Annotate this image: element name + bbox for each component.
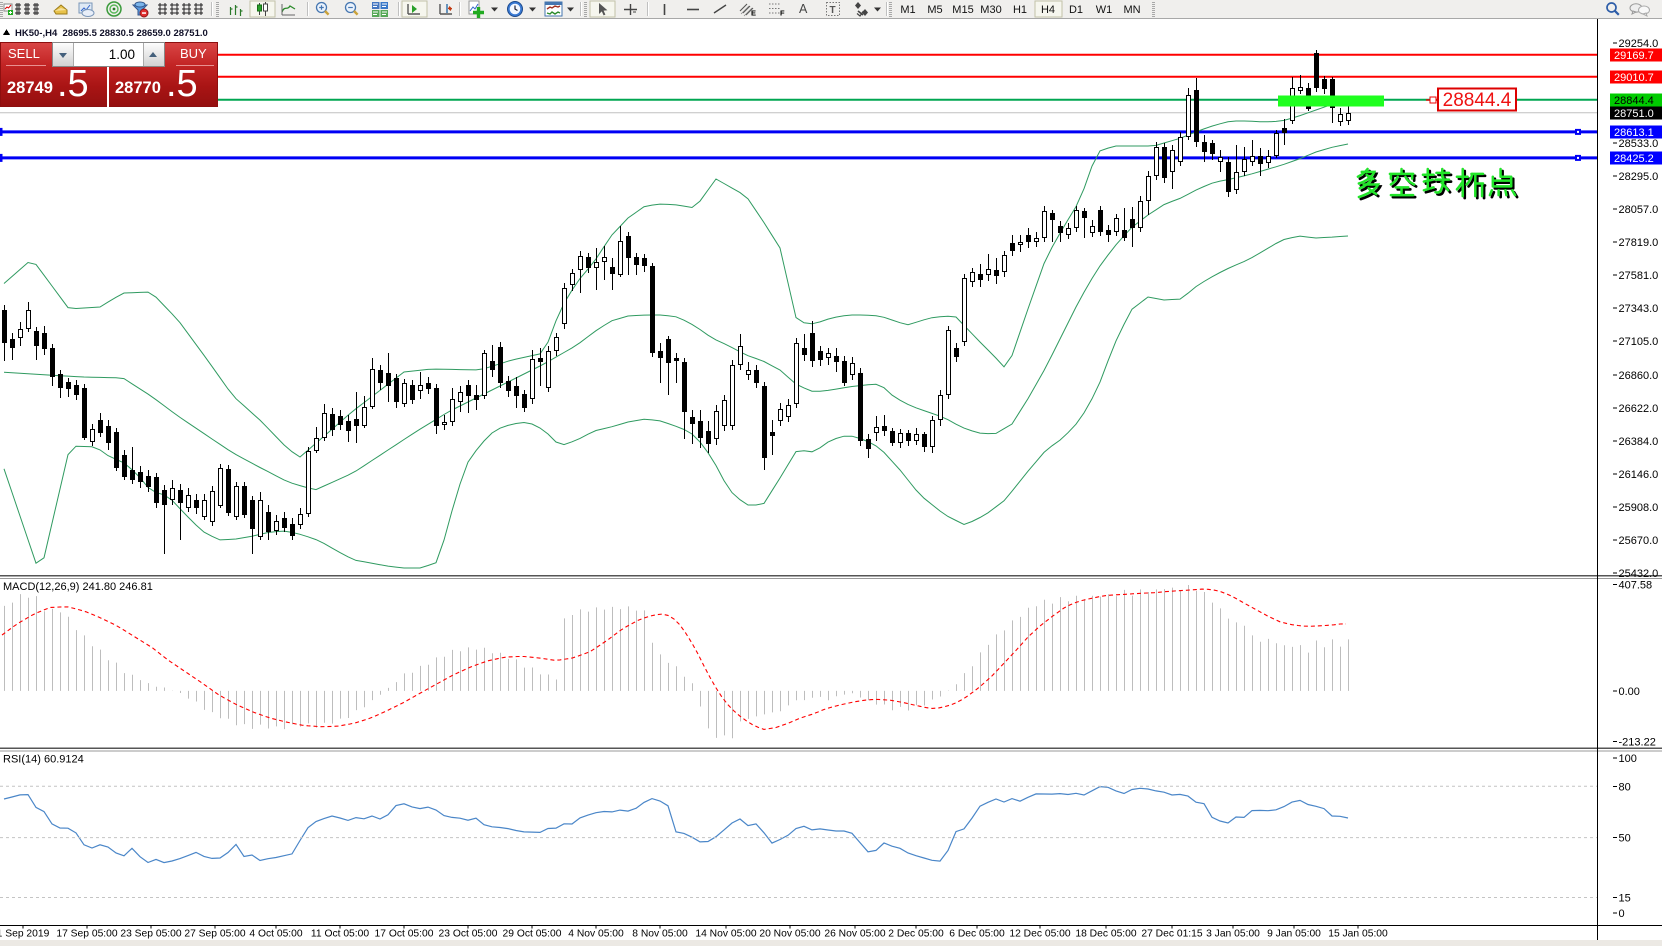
svg-text:HK50-,H4 28695.5 28830.5 2865: HK50-,H4 28695.5 28830.5 28659.0 28751.0 — [15, 28, 208, 39]
svg-text:29169.7: 29169.7 — [1614, 50, 1654, 62]
svg-text:15 Jan 05:00: 15 Jan 05:00 — [1328, 929, 1388, 940]
svg-text:MN: MN — [1123, 4, 1140, 16]
svg-text:A: A — [799, 2, 808, 16]
svg-text:28613.1: 28613.1 — [1614, 127, 1654, 139]
svg-text:27 Dec 01:15: 27 Dec 01:15 — [1141, 929, 1203, 940]
svg-text:26146.0: 26146.0 — [1619, 469, 1659, 481]
svg-text:4 Nov 05:00: 4 Nov 05:00 — [568, 929, 624, 940]
svg-text:M1: M1 — [900, 4, 915, 16]
svg-text:3 Jan 05:00: 3 Jan 05:00 — [1206, 929, 1260, 940]
svg-text:27 Sep 05:00: 27 Sep 05:00 — [184, 929, 246, 940]
svg-text:H1: H1 — [1013, 4, 1027, 16]
svg-text:F: F — [780, 9, 785, 18]
svg-text:23 Oct 05:00: 23 Oct 05:00 — [439, 929, 498, 940]
svg-text:407.58: 407.58 — [1619, 579, 1653, 591]
svg-text:M30: M30 — [980, 4, 1001, 16]
svg-text:W1: W1 — [1096, 4, 1113, 16]
svg-text:28425.2: 28425.2 — [1614, 153, 1654, 165]
svg-text:17 Oct 05:00: 17 Oct 05:00 — [375, 929, 434, 940]
svg-text:27105.0: 27105.0 — [1619, 336, 1659, 348]
svg-text:28751.0: 28751.0 — [1614, 108, 1654, 120]
svg-text:29010.7: 29010.7 — [1614, 72, 1654, 84]
svg-text:0.00: 0.00 — [1619, 686, 1640, 698]
svg-text:17 Sep 05:00: 17 Sep 05:00 — [56, 929, 118, 940]
svg-text:26384.0: 26384.0 — [1619, 436, 1659, 448]
svg-text:26860.0: 26860.0 — [1619, 370, 1659, 382]
svg-text:29 Oct 05:00: 29 Oct 05:00 — [503, 929, 562, 940]
svg-text:9 Jan 05:00: 9 Jan 05:00 — [1267, 929, 1321, 940]
svg-text:80: 80 — [1619, 781, 1631, 793]
svg-text:20 Nov 05:00: 20 Nov 05:00 — [759, 929, 821, 940]
svg-text:28295.0: 28295.0 — [1619, 171, 1659, 183]
svg-text:8 Nov 05:00: 8 Nov 05:00 — [632, 929, 688, 940]
svg-text:12 Dec 05:00: 12 Dec 05:00 — [1009, 929, 1071, 940]
svg-text:D1: D1 — [1069, 4, 1083, 16]
svg-text:27819.0: 27819.0 — [1619, 237, 1659, 249]
svg-text:26 Nov 05:00: 26 Nov 05:00 — [824, 929, 886, 940]
svg-text:E: E — [751, 9, 756, 18]
svg-text:2 Dec 05:00: 2 Dec 05:00 — [888, 929, 944, 940]
svg-text:RSI(14) 60.9124: RSI(14) 60.9124 — [3, 754, 84, 766]
svg-text:H4: H4 — [1041, 4, 1055, 16]
svg-text:23 Sep 05:00: 23 Sep 05:00 — [120, 929, 182, 940]
svg-text:27343.0: 27343.0 — [1619, 303, 1659, 315]
svg-text:4 Oct 05:00: 4 Oct 05:00 — [249, 929, 303, 940]
svg-text:28533.0: 28533.0 — [1619, 138, 1659, 150]
svg-text:T: T — [830, 5, 836, 16]
svg-text:M5: M5 — [927, 4, 942, 16]
svg-text:15: 15 — [1619, 893, 1631, 905]
svg-text:50: 50 — [1619, 833, 1631, 845]
svg-text:26622.0: 26622.0 — [1619, 403, 1659, 415]
svg-text:28844.4: 28844.4 — [1443, 90, 1512, 111]
svg-text:6 Dec 05:00: 6 Dec 05:00 — [949, 929, 1005, 940]
svg-text:M15: M15 — [952, 4, 973, 16]
svg-text:27581.0: 27581.0 — [1619, 270, 1659, 282]
svg-text:1 Sep 2019: 1 Sep 2019 — [0, 929, 50, 940]
svg-text:0: 0 — [1619, 908, 1625, 920]
svg-text:11 Oct 05:00: 11 Oct 05:00 — [311, 929, 369, 940]
svg-text:18 Dec 05:00: 18 Dec 05:00 — [1075, 929, 1137, 940]
svg-text:25432.0: 25432.0 — [1619, 568, 1659, 580]
svg-text:25670.0: 25670.0 — [1619, 535, 1659, 547]
svg-text:100: 100 — [1619, 753, 1637, 765]
svg-text:MACD(12,26,9) 241.80 246.81: MACD(12,26,9) 241.80 246.81 — [3, 581, 153, 593]
svg-text:14 Nov 05:00: 14 Nov 05:00 — [695, 929, 757, 940]
svg-text:25908.0: 25908.0 — [1619, 502, 1659, 514]
svg-text:-213.22: -213.22 — [1619, 737, 1656, 749]
svg-text:28844.4: 28844.4 — [1614, 95, 1654, 107]
svg-text:29254.0: 29254.0 — [1619, 38, 1659, 50]
svg-text:28057.0: 28057.0 — [1619, 204, 1659, 216]
